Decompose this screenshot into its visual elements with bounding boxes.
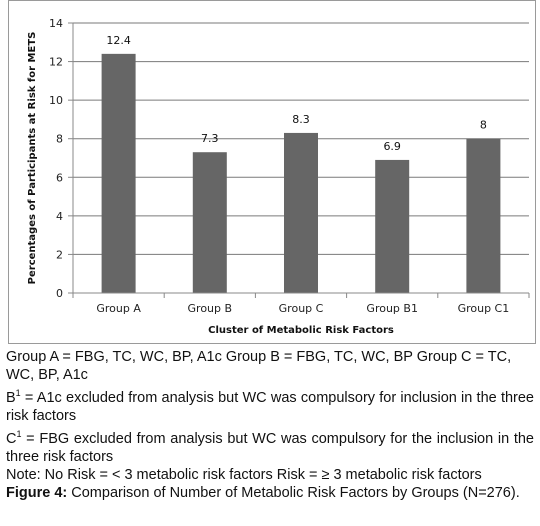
bar xyxy=(375,159,410,293)
y-tick-label: 12 xyxy=(49,56,63,69)
data-labels: 12.4 7.3 8.3 6.9 8 xyxy=(106,34,487,153)
risk-note: Note: No Risk = < 3 metabolic risk facto… xyxy=(6,466,482,483)
x-axis-title: Cluster of Metabolic Risk Factors xyxy=(208,325,394,336)
b1-definition: B1 = A1c excluded from analysis but WC w… xyxy=(6,388,534,424)
y-tick-label: 14 xyxy=(49,17,63,30)
y-axis-title: Percentages of Participants at Risk for … xyxy=(27,32,38,285)
data-label: 7.3 xyxy=(201,132,219,145)
data-label: 8 xyxy=(480,119,487,132)
x-tick-label: Group C1 xyxy=(458,302,510,315)
figure-title: Comparison of Number of Metabolic Risk F… xyxy=(67,484,520,501)
bar xyxy=(192,152,227,293)
x-tick-label: Group C xyxy=(279,302,324,315)
x-tick-label: Group A xyxy=(96,302,141,315)
y-tick-label: 4 xyxy=(56,210,63,223)
caption: Group A = FBG, TC, WC, BP, A1c Group B =… xyxy=(6,348,534,502)
bars xyxy=(101,53,501,293)
y-tick-label: 8 xyxy=(56,133,63,146)
y-tick-label: 6 xyxy=(56,171,63,184)
groups-definition: Group A = FBG, TC, WC, BP, A1c Group B =… xyxy=(6,349,512,383)
x-tick-label: Group B xyxy=(188,302,233,315)
y-tick-label: 2 xyxy=(56,248,63,261)
bar xyxy=(284,132,318,293)
c1-definition: C1 = FBG excluded from analysis but WC w… xyxy=(6,428,534,465)
data-label: 8.3 xyxy=(292,113,310,126)
bar xyxy=(466,138,501,293)
figure-caption: Figure 4: Comparison of Number of Metabo… xyxy=(6,484,534,502)
x-axis-ticks: Group A Group B Group C Group B1 Group C1 xyxy=(72,293,530,315)
chart-frame: 0 2 4 6 8 10 12 14 12.4 7.3 8.3 6.9 8 Group A Group … xyxy=(8,0,536,344)
y-axis-ticks: 0 2 4 6 8 10 12 14 xyxy=(49,17,73,300)
bar xyxy=(101,53,136,293)
data-label: 12.4 xyxy=(106,34,131,47)
y-tick-label: 10 xyxy=(49,94,63,107)
figure-label: Figure 4: xyxy=(6,484,68,501)
data-label: 6.9 xyxy=(383,140,401,153)
y-tick-label: 0 xyxy=(56,287,63,300)
x-tick-label: Group B1 xyxy=(366,302,418,315)
